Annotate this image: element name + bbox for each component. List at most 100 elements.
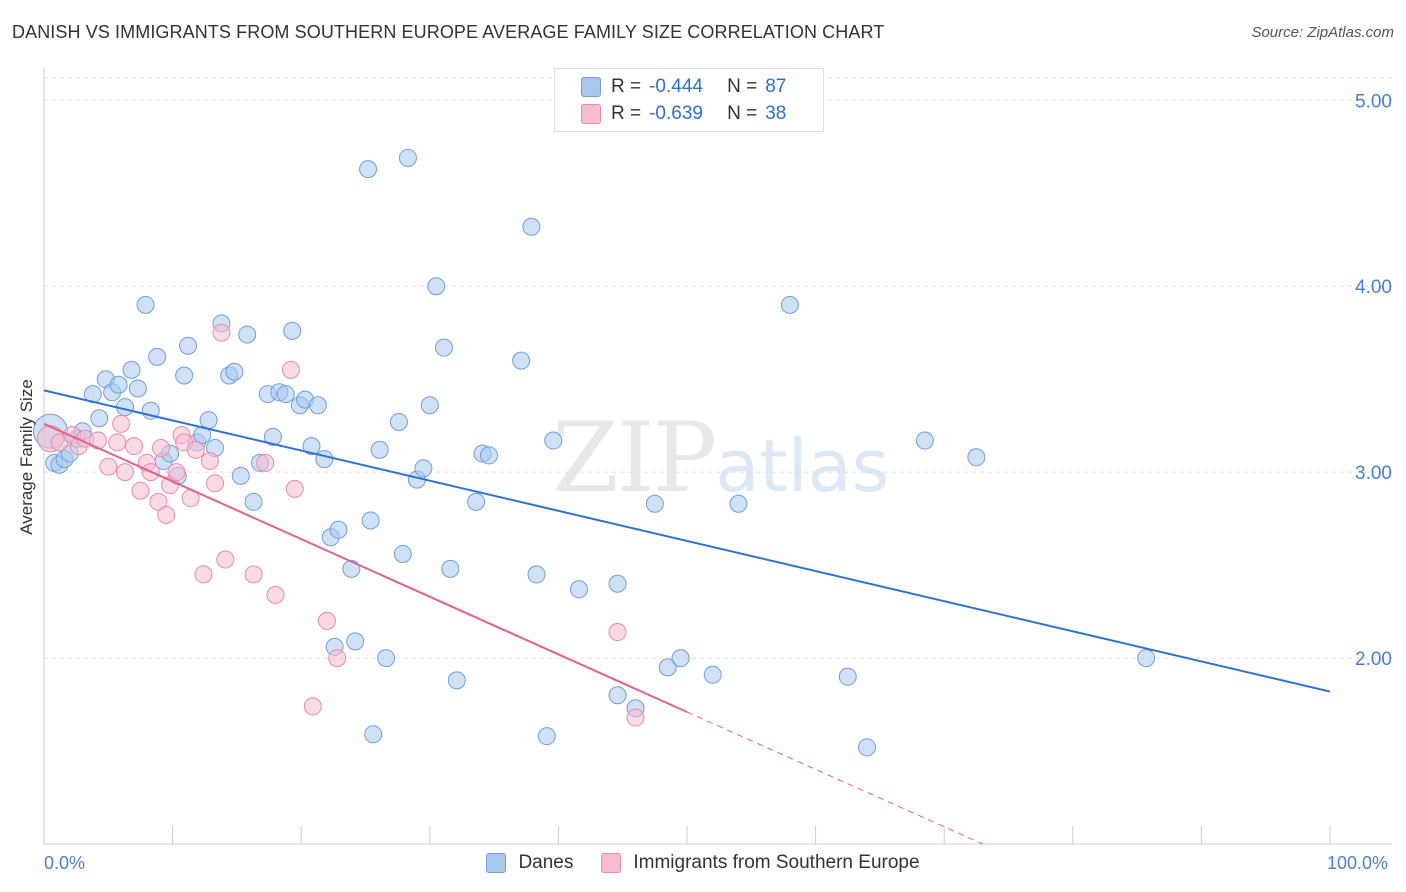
danes-point (420, 396, 439, 415)
legend-row-immigrants: R = -0.639 N = 38 (581, 102, 786, 126)
immigrants-point (112, 414, 131, 433)
immigrants-point (194, 565, 213, 584)
immigrants-point (281, 360, 300, 379)
danes-point (128, 379, 147, 398)
danes-point (1137, 649, 1156, 668)
immigrants-point (244, 565, 263, 584)
danes-point (359, 160, 378, 179)
danes-point (315, 450, 334, 469)
danes-point (479, 446, 498, 465)
danes-point (136, 295, 155, 314)
series-legend-danes: Danes (486, 852, 573, 874)
series-legend-immigrants: Immigrants from Southern Europe (601, 852, 920, 874)
immigrants-point (152, 438, 171, 457)
x-tick-label-right: 100.0% (1327, 853, 1389, 873)
danes-point (263, 427, 282, 446)
danes-point (447, 671, 466, 690)
danes-point (569, 580, 588, 599)
danes-point (838, 667, 857, 686)
danes-point (283, 321, 302, 340)
immigrants-point (116, 463, 135, 482)
danes-point (244, 492, 263, 511)
immigrants-point (89, 431, 108, 450)
legend-n-label: N = (727, 103, 758, 124)
y-tick-label: 5.00 (1355, 91, 1392, 112)
immigrants-point (186, 440, 205, 459)
legend-n-label: N = (727, 76, 758, 97)
danes-point (308, 396, 327, 415)
danes-point (467, 492, 486, 511)
immigrants-point (608, 623, 627, 642)
danes-point (915, 431, 934, 450)
danes-point (729, 494, 748, 513)
legend-r-value: -0.639 (649, 103, 703, 124)
series-legend-label: Danes (518, 852, 574, 873)
danes-point (346, 632, 365, 651)
danes-point (231, 466, 250, 485)
immigrants-point (157, 505, 176, 524)
immigrants-point (206, 474, 225, 493)
immigrants-point (212, 323, 231, 342)
danes-point (858, 738, 877, 757)
danes-point (522, 217, 541, 236)
danes-point (544, 431, 563, 450)
danes-point (645, 494, 664, 513)
danes-point (109, 375, 128, 394)
series-legend: Danes Immigrants from Southern Europe (0, 852, 1406, 874)
immigrants-point (108, 433, 127, 452)
danes-point (329, 520, 348, 539)
danes-point (671, 649, 690, 668)
immigrants-point (125, 437, 144, 456)
danes-point (427, 277, 446, 296)
danes-point (389, 412, 408, 431)
danes-point (364, 725, 383, 744)
immigrants-point (266, 585, 285, 604)
legend-r-label: R = (611, 76, 642, 97)
legend-n-value: 87 (765, 76, 787, 97)
y-tick-label: 2.00 (1355, 649, 1392, 670)
danes-point (398, 148, 417, 167)
legend-swatch-immigrants (581, 104, 601, 124)
danes-point (342, 559, 361, 578)
immigrants-point (167, 463, 186, 482)
y-axis-label: Average Family Size (17, 379, 36, 535)
immigrants-point (131, 481, 150, 500)
danes-point (414, 459, 433, 478)
danes-point (370, 440, 389, 459)
danes-point (967, 448, 986, 467)
correlation-legend: R = -0.444 N = 87 R = -0.639 N = 38 (554, 68, 824, 132)
danes-point (302, 437, 321, 456)
watermark-zip: ZIP (552, 402, 717, 514)
chart-title: DANISH VS IMMIGRANTS FROM SOUTHERN EUROP… (12, 22, 885, 42)
danes-point (199, 411, 218, 430)
immigrants-point (99, 457, 118, 476)
danes-point (377, 649, 396, 668)
danes-point (780, 295, 799, 314)
series-swatch-immigrants (601, 853, 622, 873)
immigrants-point (216, 550, 235, 569)
legend-swatch-danes (581, 77, 601, 97)
series-legend-label: Immigrants from Southern Europe (633, 852, 920, 873)
legend-r-value: -0.444 (649, 76, 703, 97)
chart-source: Source: ZipAtlas.com (1251, 24, 1394, 41)
legend-n-value: 38 (765, 103, 787, 124)
watermark-atlas: atlas (715, 424, 890, 508)
danes-point (276, 385, 295, 404)
danes-trend-line (43, 389, 1331, 693)
danes-point (658, 658, 677, 677)
immigrants-trend-extension (686, 711, 983, 845)
danes-point (238, 325, 257, 344)
y-tick-labels: 2.00 3.00 4.00 5.00 (1355, 91, 1392, 670)
immigrants-point (200, 452, 219, 470)
immigrants-point (328, 649, 347, 668)
danes-point (537, 727, 556, 746)
legend-row-danes: R = -0.444 N = 87 (581, 75, 786, 99)
immigrants-point (317, 611, 336, 630)
immigrants-trend-line (43, 422, 688, 713)
trend-layer (43, 389, 1331, 845)
danes-point (393, 544, 412, 563)
immigrants-point (303, 697, 322, 716)
danes-point (148, 347, 167, 366)
danes-point (608, 686, 627, 705)
